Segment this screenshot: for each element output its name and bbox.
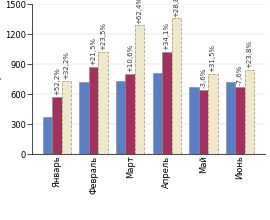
- Bar: [116, 81, 126, 154]
- Text: +62,4%: +62,4%: [137, 0, 143, 24]
- Bar: [99, 52, 108, 154]
- Text: +52,2%: +52,2%: [54, 68, 60, 95]
- Text: +10,6%: +10,6%: [127, 44, 133, 72]
- Bar: [162, 52, 171, 154]
- Bar: [135, 25, 144, 154]
- Bar: [79, 82, 89, 154]
- Bar: [198, 90, 208, 154]
- Text: +21,5%: +21,5%: [91, 37, 97, 65]
- Text: -7,6%: -7,6%: [237, 64, 243, 85]
- Bar: [62, 81, 72, 154]
- Bar: [171, 18, 181, 154]
- Bar: [126, 74, 135, 154]
- Bar: [225, 82, 235, 154]
- Bar: [245, 70, 254, 154]
- Text: +31,5%: +31,5%: [210, 44, 216, 72]
- Bar: [135, 25, 144, 154]
- Bar: [43, 117, 52, 154]
- Bar: [245, 70, 254, 154]
- Bar: [89, 67, 99, 154]
- Bar: [153, 73, 162, 154]
- Bar: [189, 87, 198, 154]
- Text: +23,5%: +23,5%: [100, 22, 106, 50]
- Bar: [235, 87, 245, 154]
- Bar: [62, 81, 72, 154]
- Bar: [52, 97, 62, 154]
- Text: +34,1%: +34,1%: [164, 22, 170, 50]
- Text: -3,6%: -3,6%: [200, 68, 206, 88]
- Bar: [99, 52, 108, 154]
- Text: +28,8%: +28,8%: [173, 0, 179, 16]
- Bar: [208, 74, 218, 154]
- Y-axis label: Т: Т: [0, 76, 4, 82]
- Bar: [171, 18, 181, 154]
- Text: +32,2%: +32,2%: [64, 51, 70, 79]
- Text: +23,8%: +23,8%: [246, 40, 252, 68]
- Bar: [208, 74, 218, 154]
